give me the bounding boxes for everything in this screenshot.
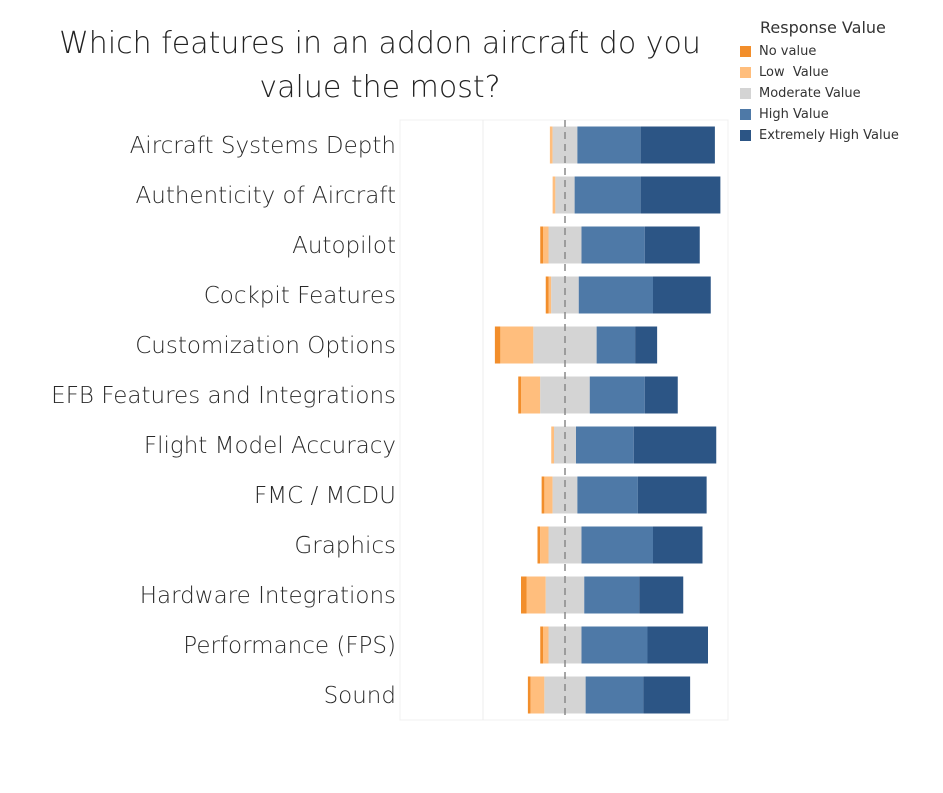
bar-segment[interactable] <box>585 676 644 714</box>
bar-segment[interactable] <box>549 126 553 164</box>
bar-segment[interactable] <box>543 626 549 664</box>
bar-segment[interactable] <box>540 626 543 664</box>
bar-segment[interactable] <box>545 276 549 314</box>
category-label: Authenticity of Aircraft <box>136 183 396 209</box>
legend-item[interactable]: Low Value <box>740 62 940 83</box>
legend-item[interactable]: No value <box>740 41 940 62</box>
legend-item[interactable]: Moderate Value <box>740 83 940 104</box>
bar-segment[interactable] <box>527 676 531 714</box>
bar-segment[interactable] <box>552 176 556 214</box>
bar-segment[interactable] <box>551 426 554 464</box>
bar-segment[interactable] <box>521 576 527 614</box>
bar-segment[interactable] <box>537 526 541 564</box>
legend-swatch <box>740 109 751 120</box>
bar-segment[interactable] <box>653 276 711 314</box>
category-label: Sound <box>324 683 396 709</box>
bar-segment[interactable] <box>540 226 543 264</box>
legend-swatch <box>740 46 751 57</box>
bar-segment[interactable] <box>541 476 545 514</box>
bar-segment[interactable] <box>644 376 678 414</box>
legend-label: No value <box>759 44 817 59</box>
category-label: Autopilot <box>292 233 396 259</box>
category-label: Customization Options <box>135 333 396 359</box>
bar-segment[interactable] <box>526 576 546 614</box>
bar-segment[interactable] <box>576 426 634 464</box>
legend-label: Moderate Value <box>759 86 861 101</box>
category-label: Graphics <box>294 533 396 559</box>
legend-label: Extremely High Value <box>759 128 899 143</box>
bar-segment[interactable] <box>518 376 521 414</box>
bar-segment[interactable] <box>639 576 684 614</box>
bar-segment[interactable] <box>548 626 582 664</box>
legend-label: High Value <box>759 107 829 122</box>
bar-segment[interactable] <box>530 676 545 714</box>
bar-segment[interactable] <box>577 476 638 514</box>
bar-segment[interactable] <box>578 276 653 314</box>
legend-item[interactable]: High Value <box>740 104 940 125</box>
chart-title: Which features in an addon aircraft do y… <box>59 26 701 105</box>
bar-segment[interactable] <box>543 226 549 264</box>
category-label: Aircraft Systems Depth <box>130 133 396 159</box>
bar-segment[interactable] <box>640 126 715 164</box>
category-label: Cockpit Features <box>204 283 396 309</box>
category-label: EFB Features and Integrations <box>51 383 396 409</box>
legend-title: Response Value <box>760 18 886 37</box>
bar-segment[interactable] <box>548 276 552 314</box>
bar-segment[interactable] <box>653 526 703 564</box>
legend-swatch <box>740 88 751 99</box>
category-label: Hardware Integrations <box>140 583 396 609</box>
bar-segment[interactable] <box>540 526 549 564</box>
bar-segment[interactable] <box>644 226 700 264</box>
bar-segment[interactable] <box>574 176 641 214</box>
legend-item[interactable]: Extremely High Value <box>740 125 940 146</box>
legend: Response Value No value Low Value Moderate… <box>740 18 940 146</box>
bar-segment[interactable] <box>544 476 553 514</box>
bar-segment[interactable] <box>581 526 654 564</box>
bar-segment[interactable] <box>647 626 709 664</box>
bar-segment[interactable] <box>640 176 721 214</box>
bar-segment[interactable] <box>581 226 645 264</box>
bar-segment[interactable] <box>589 376 645 414</box>
plot-frame <box>399 119 729 721</box>
bar-segment[interactable] <box>596 326 636 364</box>
category-label: FMC / MCDU <box>254 483 396 509</box>
bar-segment[interactable] <box>533 326 597 364</box>
bar-segment[interactable] <box>584 576 640 614</box>
category-label: Flight Model Accuracy <box>144 433 396 459</box>
category-label: Performance (FPS) <box>183 633 396 659</box>
bar-segment[interactable] <box>637 476 707 514</box>
bar-segment[interactable] <box>521 376 541 414</box>
legend-label: Low Value <box>759 65 829 80</box>
bar-segment[interactable] <box>577 126 641 164</box>
legend-swatch <box>740 67 751 78</box>
bar-segment[interactable] <box>633 426 717 464</box>
bar-segment[interactable] <box>540 376 590 414</box>
bar-segment[interactable] <box>494 326 501 364</box>
bar-segment[interactable] <box>544 676 586 714</box>
bar-segment[interactable] <box>635 326 658 364</box>
bar-segment[interactable] <box>643 676 691 714</box>
bar-segment[interactable] <box>581 626 648 664</box>
legend-swatch <box>740 130 751 141</box>
bar-segment[interactable] <box>500 326 534 364</box>
